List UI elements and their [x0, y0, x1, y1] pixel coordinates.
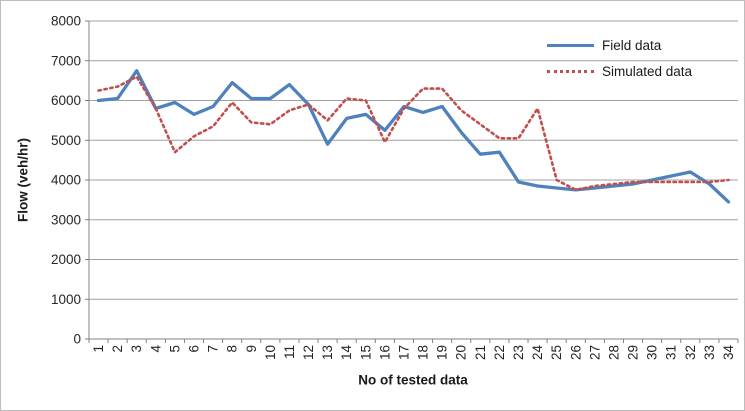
x-tick-label: 7 — [206, 345, 221, 353]
y-tick-label: 7000 — [51, 53, 81, 68]
x-tick-label: 19 — [435, 345, 450, 360]
x-tick-label: 16 — [377, 345, 392, 360]
legend-item-simulated-data: Simulated data — [547, 63, 692, 80]
x-tick-label: 8 — [225, 345, 240, 353]
x-tick-label: 21 — [473, 345, 488, 360]
legend: Field data Simulated data — [547, 37, 692, 80]
x-tick-label: 17 — [396, 345, 411, 360]
x-tick-label: 26 — [568, 345, 583, 360]
y-tick-label: 1000 — [51, 292, 81, 307]
x-tick-label: 18 — [416, 345, 431, 360]
x-tick-label: 1 — [91, 345, 106, 353]
x-tick-label: 27 — [587, 345, 602, 360]
x-tick-label: 11 — [282, 345, 297, 359]
x-tick-label: 5 — [167, 345, 182, 353]
field-data-line-swatch — [547, 44, 594, 47]
legend-label-simulated-data: Simulated data — [602, 64, 693, 79]
x-tick-label: 22 — [492, 345, 507, 360]
x-tick-label: 31 — [664, 345, 679, 360]
x-tick-label: 13 — [320, 345, 335, 360]
x-tick-label: 4 — [148, 345, 163, 353]
series-line-field-data — [96, 69, 731, 204]
y-tick-label: 5000 — [51, 133, 81, 148]
series-line-simulated-data — [97, 75, 730, 192]
y-tick-label: 2000 — [51, 252, 81, 267]
x-tick-label: 30 — [645, 345, 660, 360]
x-tick-label: 6 — [186, 345, 201, 353]
y-tick-label: 0 — [73, 332, 81, 347]
x-tick-label: 3 — [129, 345, 144, 353]
y-axis-title: Flow (veh/hr) — [15, 138, 31, 222]
y-tick-label: 3000 — [51, 212, 81, 227]
x-tick-label: 9 — [244, 345, 259, 353]
x-tick-label: 24 — [530, 345, 545, 361]
y-tick-label: 6000 — [51, 93, 81, 108]
x-tick-label: 20 — [454, 345, 469, 360]
x-tick-label: 15 — [358, 345, 373, 360]
x-tick-label: 25 — [549, 345, 564, 360]
legend-item-field-data: Field data — [547, 37, 692, 54]
simulated-data-line-swatch — [547, 70, 594, 73]
x-tick-label: 28 — [606, 345, 621, 360]
x-tick-label: 10 — [263, 345, 278, 360]
legend-label-field-data: Field data — [602, 38, 662, 53]
x-tick-label: 33 — [702, 345, 717, 360]
x-tick-label: 34 — [721, 345, 736, 361]
x-tick-label: 23 — [511, 345, 526, 360]
x-tick-label: 14 — [339, 345, 354, 361]
x-axis-title: No of tested data — [358, 372, 468, 388]
x-tick-label: 2 — [110, 345, 125, 353]
y-tick-label: 4000 — [51, 173, 81, 188]
x-tick-label: 32 — [683, 345, 698, 360]
x-tick-label: 29 — [626, 345, 641, 360]
x-tick-label: 12 — [301, 345, 316, 360]
y-tick-label: 8000 — [51, 14, 81, 29]
